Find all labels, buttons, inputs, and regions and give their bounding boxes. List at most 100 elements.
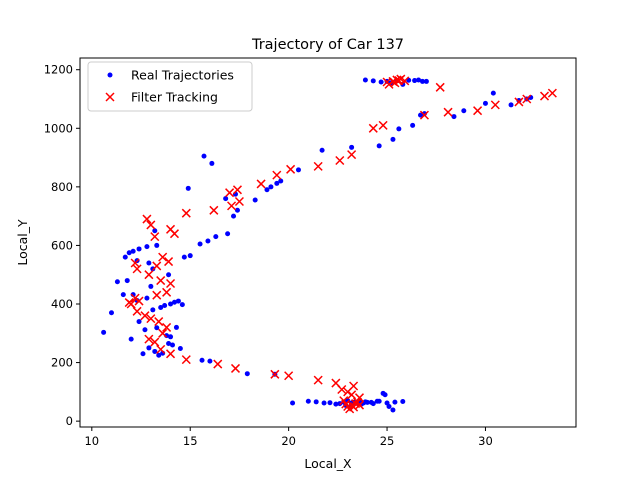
real-trajectory-point [423, 78, 429, 84]
x-axis-label: Local_X [304, 456, 352, 471]
real-trajectory-point [461, 108, 467, 114]
real-trajectory-point [124, 278, 130, 284]
real-trajectory-point [364, 399, 370, 405]
y-tick-label: 200 [51, 356, 73, 370]
filter-tracking-point [213, 359, 223, 369]
real-trajectory-point [146, 260, 152, 266]
filter-tracking-point [286, 164, 296, 174]
real-trajectory-point [396, 126, 402, 132]
real-trajectory-point [451, 114, 457, 120]
filter-tracking-point [256, 179, 266, 189]
real-trajectory-point [177, 346, 183, 352]
plot-frame [79, 57, 577, 428]
real-trajectory-point [231, 213, 237, 219]
filter-tracking-point [181, 355, 191, 365]
legend-box [87, 61, 253, 112]
filter-tracking-point [349, 381, 359, 391]
real-trajectory-point [209, 160, 215, 166]
real-trajectory-point [392, 399, 398, 405]
filter-tracking-point [522, 94, 532, 104]
real-trajectory-point [171, 299, 177, 305]
filter-tracking-point [443, 107, 453, 117]
filter-tracking-point [227, 201, 237, 211]
real-trajectory-point [362, 77, 368, 83]
chart-title: Trajectory of Car 137 [251, 37, 404, 53]
filter-tracking-point [225, 188, 235, 198]
filter-tracking-point [547, 88, 557, 98]
real-trajectory-point [490, 90, 496, 96]
real-trajectory-point [128, 336, 134, 342]
filter-tracking-point [164, 257, 174, 267]
filter-tracking-point [152, 261, 162, 271]
real-trajectory-point [416, 77, 422, 83]
filter-tracking-point [146, 220, 156, 230]
real-trajectory-point [349, 144, 355, 150]
real-trajectory-point [410, 122, 416, 128]
y-tick-label: 1200 [44, 63, 73, 77]
filter-tracking-point [490, 100, 500, 110]
filter-tracking-point [158, 252, 168, 262]
real-trajectory-point [144, 295, 150, 301]
real-trajectory-point [126, 250, 132, 256]
y-tick-label: 400 [51, 297, 73, 311]
real-trajectory-point [205, 238, 211, 244]
filter-tracking-point [209, 205, 219, 215]
filter-tracking-point [230, 363, 241, 373]
real-trajectory-point [321, 400, 327, 406]
filter-tracking-point [382, 77, 392, 87]
x-tick-label: 30 [478, 434, 493, 448]
filter-tracking-point [394, 76, 404, 86]
real-trajectory-point [146, 345, 152, 351]
filter-tracking-points [124, 74, 557, 414]
real-trajectory-point [201, 153, 207, 159]
real-trajectory-point [213, 234, 219, 240]
filter-tracking-point [232, 185, 242, 195]
real-trajectory-point [252, 197, 258, 203]
filter-tracking-point [514, 97, 524, 107]
filter-tracking-point [130, 293, 140, 303]
filter-tracking-point [313, 161, 323, 171]
real-trajectory-point [418, 112, 424, 118]
filter-tracking-point [378, 120, 388, 130]
y-tick-label: 0 [66, 414, 73, 428]
filter-tracking-point [419, 110, 429, 120]
real-trajectory-point [185, 185, 191, 191]
real-trajectory-point [390, 136, 396, 142]
filter-tracking-point [150, 337, 160, 347]
real-trajectory-point [313, 399, 319, 405]
filter-tracking-point [146, 314, 156, 324]
filter-tracking-point [284, 371, 294, 381]
filter-tracking-point [140, 311, 150, 321]
real-trajectory-point [268, 184, 274, 190]
real-trajectory-point [158, 305, 164, 311]
real-trajectory-point [140, 351, 146, 357]
filter-tracking-point [132, 306, 142, 316]
filter-tracking-point [473, 106, 483, 116]
y-tick-label: 600 [51, 238, 73, 252]
real-trajectory-point [156, 352, 162, 358]
filter-tracking-point [313, 375, 323, 385]
real-trajectory-point [197, 241, 203, 247]
x-axis-ticks: 10 15 20 25 30 [84, 427, 493, 448]
y-axis-ticks: 0 200 400 600 800 1000 1200 [44, 63, 80, 428]
real-trajectory-point [154, 242, 160, 248]
real-trajectory-point [333, 401, 339, 407]
real-trajectory-point [290, 400, 296, 406]
filter-tracking-point [539, 91, 550, 101]
real-trajectory-point [152, 228, 158, 234]
real-trajectory-point [122, 254, 128, 260]
real-trajectory-point [114, 279, 120, 285]
real-trajectory-point [412, 78, 418, 84]
real-trajectory-point [274, 180, 280, 186]
filter-tracking-point [339, 396, 349, 406]
real-trajectory-point [370, 401, 376, 407]
real-trajectory-point [130, 248, 136, 254]
y-tick-label: 800 [51, 180, 73, 194]
real-trajectory-point [142, 327, 148, 333]
filter-tracking-point [154, 317, 164, 327]
filter-tracking-point [166, 278, 176, 289]
real-trajectory-point [120, 292, 126, 298]
real-trajectory-point [327, 400, 333, 406]
plot-area [80, 58, 576, 427]
